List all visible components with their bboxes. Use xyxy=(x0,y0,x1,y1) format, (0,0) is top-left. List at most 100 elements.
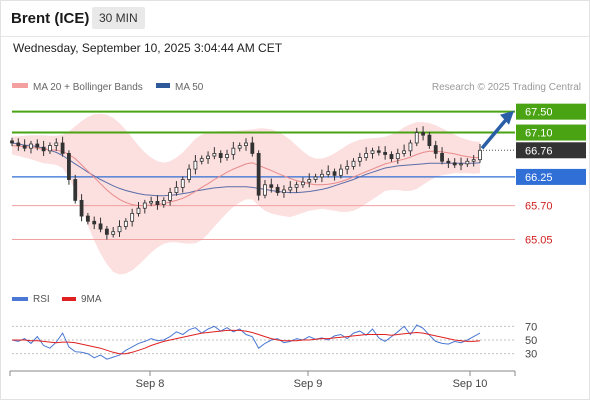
instrument-title: Brent (ICE) xyxy=(11,10,90,27)
candle-body xyxy=(288,186,293,191)
candle-body xyxy=(67,153,71,180)
candle-body xyxy=(364,153,369,158)
candle-body xyxy=(326,171,331,175)
candle-body xyxy=(218,153,223,158)
candle-body xyxy=(225,154,229,158)
candle-body xyxy=(54,142,59,146)
level-label: 67.10 xyxy=(525,128,553,140)
level-label: 66.76 xyxy=(525,145,553,157)
ma9-legend-swatch xyxy=(62,297,76,301)
timeframe-button[interactable]: 30 MIN xyxy=(92,7,145,29)
candle-body xyxy=(187,168,191,180)
candle-body xyxy=(244,142,248,146)
candle-body xyxy=(168,192,173,201)
candle-body xyxy=(351,160,356,167)
x-tick-label: Sep 10 xyxy=(453,378,488,390)
level-label: 66.25 xyxy=(525,172,553,184)
forecast-arrowhead xyxy=(500,110,514,125)
candle-body xyxy=(142,202,147,209)
candle-body xyxy=(104,228,109,235)
candle-body xyxy=(427,134,432,146)
candle-body xyxy=(174,186,179,193)
bollinger-band-area xyxy=(12,113,480,275)
rsi-tick-label: 30 xyxy=(525,349,537,361)
ma-bb-legend-swatch xyxy=(12,83,28,88)
rsi-ma9-line xyxy=(12,329,481,355)
candle-body xyxy=(92,220,97,225)
level-label-box xyxy=(516,142,586,159)
candle-body xyxy=(206,155,210,160)
forecast-arrow xyxy=(480,118,508,150)
candle-body xyxy=(256,153,261,196)
candle-body xyxy=(16,142,21,146)
candle-body xyxy=(123,220,128,227)
candle-body xyxy=(307,179,312,183)
candle-body xyxy=(237,145,242,149)
candle-body xyxy=(282,189,286,193)
candle-body xyxy=(130,213,135,222)
candle-body xyxy=(414,132,419,144)
candle-body xyxy=(459,163,463,166)
candle-body xyxy=(29,143,33,149)
candle-body xyxy=(161,200,166,205)
candle-body xyxy=(136,207,141,214)
candle-body xyxy=(60,142,65,154)
candle-body xyxy=(452,162,457,166)
candle-body xyxy=(433,145,438,154)
candle-body xyxy=(48,145,52,152)
chart-header: Brent (ICE) 30 MIN xyxy=(0,0,590,37)
candle-body xyxy=(275,186,280,193)
candle-body xyxy=(155,201,160,205)
candle-body xyxy=(301,181,305,186)
candle-body xyxy=(313,176,318,180)
candle-body xyxy=(376,150,381,153)
candle-body xyxy=(79,200,84,217)
credit-text: Research © 2025 Trading Central xyxy=(432,82,581,93)
candle-body xyxy=(357,157,362,162)
candle-body xyxy=(10,140,14,144)
rsi-legend-label: RSI xyxy=(33,294,50,305)
candle-body xyxy=(35,143,40,148)
candle-body xyxy=(269,184,274,188)
candle-body xyxy=(117,226,122,233)
candle-body xyxy=(408,142,413,152)
candle-body xyxy=(231,147,236,155)
candle-body xyxy=(98,223,103,230)
candle-body xyxy=(193,160,198,170)
candle-body xyxy=(446,160,451,164)
candle-body xyxy=(402,150,407,154)
ma50-legend-label: MA 50 xyxy=(175,82,204,93)
candle-body xyxy=(478,149,482,161)
rsi-legend-swatch xyxy=(12,297,28,301)
candle-body xyxy=(41,146,46,152)
candle-body xyxy=(345,166,350,170)
candle-body xyxy=(395,153,400,160)
level-label: 65.05 xyxy=(525,235,553,247)
candle-body xyxy=(319,173,324,178)
level-label-box xyxy=(516,168,586,185)
candle-body xyxy=(180,179,185,188)
level-label-box xyxy=(516,103,586,120)
candle-body xyxy=(389,154,394,160)
candle-body xyxy=(149,201,154,204)
candle-body xyxy=(250,142,255,154)
ma9-legend-label: 9MA xyxy=(81,294,102,305)
candle-body xyxy=(440,153,444,162)
candle-body xyxy=(199,158,204,162)
candle-body xyxy=(22,145,27,149)
candle-body xyxy=(465,160,470,165)
ma-bb-legend-label: MA 20 + Bollinger Bands xyxy=(33,82,143,93)
candle-body xyxy=(471,159,476,162)
ma20-line xyxy=(11,145,480,207)
x-tick-label: Sep 9 xyxy=(294,378,323,390)
level-label: 67.50 xyxy=(525,107,553,119)
ma50-legend-swatch xyxy=(156,83,170,88)
candle-body xyxy=(111,231,116,235)
candle-body xyxy=(294,184,299,188)
candle-body xyxy=(73,179,78,201)
candle-body xyxy=(370,150,375,154)
rsi-line xyxy=(11,324,481,360)
candle-body xyxy=(212,153,217,157)
candle-body xyxy=(338,168,343,176)
